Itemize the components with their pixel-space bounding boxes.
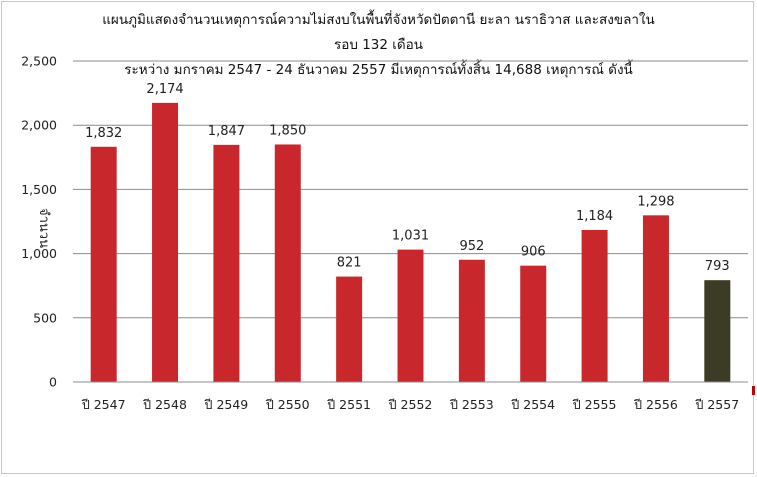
- x-axis-ticks: ปี 2547 ปี 2548 ปี 2549 ปี 2550 ปี 2551 ปี 25…: [82, 397, 740, 412]
- x-tick-label: ปี 2557: [695, 397, 739, 412]
- bar: [152, 102, 179, 382]
- data-label: 1,184: [576, 209, 613, 224]
- data-label: 1,832: [85, 126, 122, 141]
- x-tick-label: ปี 2554: [511, 397, 555, 412]
- y-axis-label: จำนวน: [36, 208, 51, 248]
- x-tick-label: ปี 2550: [266, 397, 310, 412]
- data-label: 793: [705, 259, 730, 274]
- chart-subtitle-period: รอบ 132 เดือน: [334, 37, 423, 53]
- bar: [213, 144, 240, 382]
- bar: [581, 229, 608, 382]
- x-tick-label: ปี 2556: [634, 397, 678, 412]
- bar: [397, 249, 424, 382]
- y-tick-label: 1,500: [21, 182, 57, 197]
- data-label: 906: [521, 245, 546, 260]
- bar: [520, 265, 547, 382]
- y-tick-label: 2,500: [21, 54, 57, 69]
- y-tick-label: 500: [33, 310, 57, 325]
- bar: [90, 146, 117, 382]
- y-axis-ticks: 0 500 1,000 1,500 2,000 2,500: [21, 54, 57, 390]
- bar: [336, 276, 363, 382]
- data-label: 1,298: [637, 194, 674, 209]
- y-tick-label: 1,000: [21, 246, 57, 261]
- y-tick-label: 0: [49, 375, 57, 390]
- x-tick-label: ปี 2551: [327, 397, 371, 412]
- chart-title: แผนภูมิแสดงจำนวนเหตุการณ์ความไม่สงบในพื้…: [102, 12, 655, 28]
- data-label: 2,174: [146, 82, 183, 97]
- bar: [642, 215, 669, 382]
- data-label: 1,031: [392, 229, 429, 244]
- bar: [704, 280, 731, 382]
- chart-subtitle-range: ระหว่าง มกราคม 2547 - 24 ธันวาคม 2557 มี…: [124, 62, 633, 78]
- corner-mark: [752, 386, 755, 395]
- data-label: 1,850: [269, 123, 306, 138]
- x-tick-label: ปี 2553: [450, 397, 494, 412]
- data-labels: 1,832 2,174 1,847 1,850 821 1,031 952 906 1,184 1…: [85, 82, 730, 274]
- bar: [458, 259, 485, 382]
- x-tick-label: ปี 2555: [572, 397, 616, 412]
- x-tick-label: ปี 2547: [82, 397, 126, 412]
- x-tick-label: ปี 2548: [143, 397, 187, 412]
- x-tick-label: ปี 2552: [388, 397, 432, 412]
- x-tick-label: ปี 2549: [204, 397, 248, 412]
- data-label: 1,847: [208, 124, 245, 139]
- data-label: 821: [337, 256, 362, 271]
- bar: [274, 144, 301, 382]
- data-label: 952: [459, 239, 484, 254]
- bars: [90, 102, 731, 382]
- y-tick-label: 2,000: [21, 118, 57, 133]
